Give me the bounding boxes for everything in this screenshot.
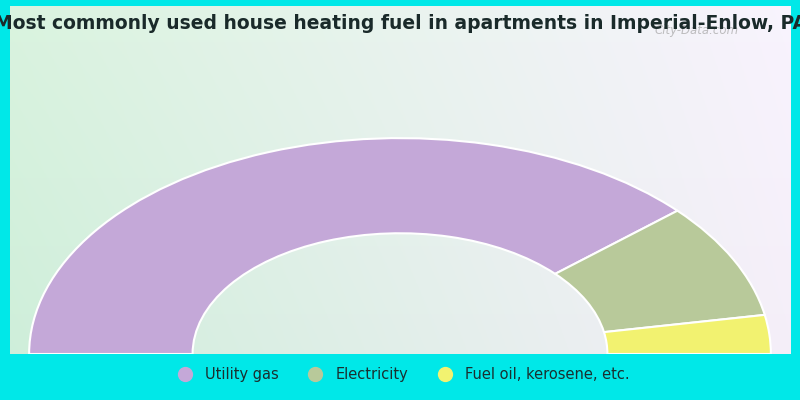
- Wedge shape: [604, 315, 771, 354]
- Text: Most commonly used house heating fuel in apartments in Imperial-Enlow, PA: Most commonly used house heating fuel in…: [0, 14, 800, 33]
- Text: City-Data.com: City-Data.com: [654, 24, 738, 37]
- Wedge shape: [555, 211, 765, 332]
- Wedge shape: [29, 138, 678, 354]
- Legend: Utility gas, Electricity, Fuel oil, kerosene, etc.: Utility gas, Electricity, Fuel oil, kero…: [164, 361, 636, 388]
